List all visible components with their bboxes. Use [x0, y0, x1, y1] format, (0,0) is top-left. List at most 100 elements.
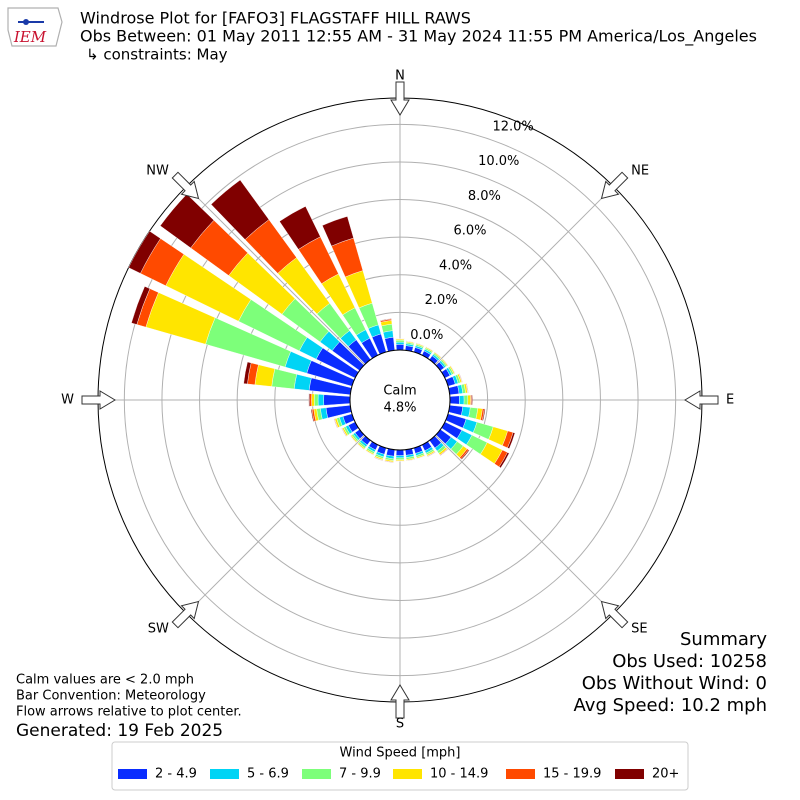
note: Bar Convention: Meteorology	[16, 689, 206, 704]
flow-arrow	[81, 390, 116, 410]
compass-label: NE	[631, 163, 649, 178]
petal-segment	[374, 457, 383, 461]
legend-swatch	[506, 769, 535, 779]
ring-grid-line	[274, 274, 526, 526]
legend-label: 20+	[652, 767, 679, 782]
radial-tick-label: 4.0%	[439, 258, 472, 273]
flow-arrow	[600, 600, 629, 629]
petal-segment	[459, 395, 465, 405]
legend-label: 10 - 14.9	[430, 767, 488, 782]
legend-label: 2 - 4.9	[155, 767, 197, 782]
compass-label: W	[61, 393, 74, 408]
constraints: ↳ constraints: May	[86, 46, 228, 64]
petal-segment	[434, 351, 442, 358]
petal-segment	[365, 450, 374, 456]
petal-segment	[416, 342, 425, 347]
petal-segment	[395, 457, 405, 460]
logo-outline	[7, 7, 63, 47]
flow-arrow	[390, 684, 410, 719]
compass-label: N	[395, 69, 405, 84]
angle-grid-line	[186, 186, 365, 365]
petal-segment	[405, 340, 415, 343]
summary-line: Obs Used: 10258	[612, 651, 767, 672]
petal-segment	[395, 340, 405, 343]
petal-segment	[309, 393, 312, 407]
petal-segment	[131, 286, 151, 325]
legend-title: Wind Speed [mph]	[340, 746, 461, 761]
petal-segment	[384, 460, 394, 464]
chart-subtitle: Obs Between: 01 May 2011 12:55 AM - 31 M…	[80, 27, 757, 47]
petal-segment	[379, 318, 392, 322]
petal-segment	[271, 368, 297, 390]
petal-segment	[310, 409, 315, 422]
calm-circle	[349, 349, 451, 451]
petal-segment	[460, 449, 470, 460]
summary-line: Avg Speed: 10.2 mph	[574, 695, 767, 716]
petal-segment	[210, 179, 270, 240]
petal-segment	[395, 455, 405, 459]
radial-tick-label: 12.0%	[492, 119, 533, 134]
legend-swatch	[615, 769, 644, 779]
petal-segment	[427, 451, 436, 458]
legend-label: 7 - 9.9	[339, 767, 381, 782]
flow-arrow	[684, 390, 719, 410]
flow-arrow	[600, 171, 629, 200]
petal-segment	[463, 395, 469, 405]
petal-segment	[395, 449, 405, 456]
radial-tick-label: 8.0%	[468, 189, 501, 204]
calm-value: 4.8%	[383, 401, 416, 416]
petal-segment	[439, 448, 449, 456]
radial-tick-label: 2.0%	[425, 293, 458, 308]
legend: 2 - 4.9 5 - 6.9 7 - 9.9 10 - 14.9 15 - 19.9 2…	[118, 767, 679, 782]
petal-segment	[254, 364, 276, 387]
petal-segment	[322, 216, 354, 247]
ring-grid-line	[161, 161, 639, 639]
petal-segment	[323, 394, 351, 406]
chart-title: Windrose Plot for [FAFO3] FLAGSTAFF HILL…	[80, 9, 471, 28]
logo-text: IEM	[13, 28, 47, 46]
radial-tick-label: 6.0%	[453, 224, 486, 239]
petal-segment	[314, 393, 319, 407]
petal-segment	[448, 405, 464, 416]
petal-segment	[350, 435, 357, 443]
legend-swatch	[210, 769, 239, 779]
petal-segment	[498, 452, 510, 469]
petal-segment	[128, 230, 161, 274]
radial-tick-label: 0.0%	[410, 328, 443, 343]
petal-segment	[471, 394, 473, 406]
petal-segment	[448, 385, 460, 395]
legend-box	[111, 741, 689, 791]
legend-swatch	[118, 769, 147, 779]
ring-grid-line	[123, 123, 677, 677]
petal-segment	[416, 455, 426, 460]
petal-segment	[384, 336, 395, 352]
petal-segment	[467, 394, 471, 406]
flow-arrow	[171, 600, 200, 629]
calm-label: Calm	[383, 384, 416, 399]
logo-dot	[23, 19, 29, 25]
petal-segment	[293, 374, 312, 391]
petal-segment	[449, 395, 460, 405]
petal-segment	[341, 428, 347, 437]
summary-heading: Summary	[680, 629, 767, 650]
petal-segment	[317, 394, 325, 406]
radial-tick-label: 10.0%	[478, 154, 519, 169]
note: Flow arrows relative to plot center.	[16, 705, 242, 720]
angle-grid-line	[435, 186, 614, 365]
polar-plot: Calm 4.8% 0.0% 2.0% 4.0% 6.0% 8.0% 10.0% 12.0% N N…	[61, 69, 734, 732]
generated: Generated: 19 Feb 2025	[16, 721, 223, 741]
legend-swatch	[393, 769, 422, 779]
legend-swatch	[302, 769, 331, 779]
petal-segment	[279, 206, 321, 250]
angle-grid-line	[186, 435, 365, 614]
petal-segment	[425, 346, 434, 352]
compass-label: SW	[148, 622, 169, 637]
compass-label: NW	[146, 163, 169, 178]
note: Calm values are < 2.0 mph	[16, 673, 194, 688]
petal-segment	[243, 361, 252, 385]
petal-segment	[482, 408, 486, 421]
petal-segment	[311, 393, 315, 407]
petal-segment	[333, 418, 338, 429]
petal-segment	[450, 365, 456, 374]
